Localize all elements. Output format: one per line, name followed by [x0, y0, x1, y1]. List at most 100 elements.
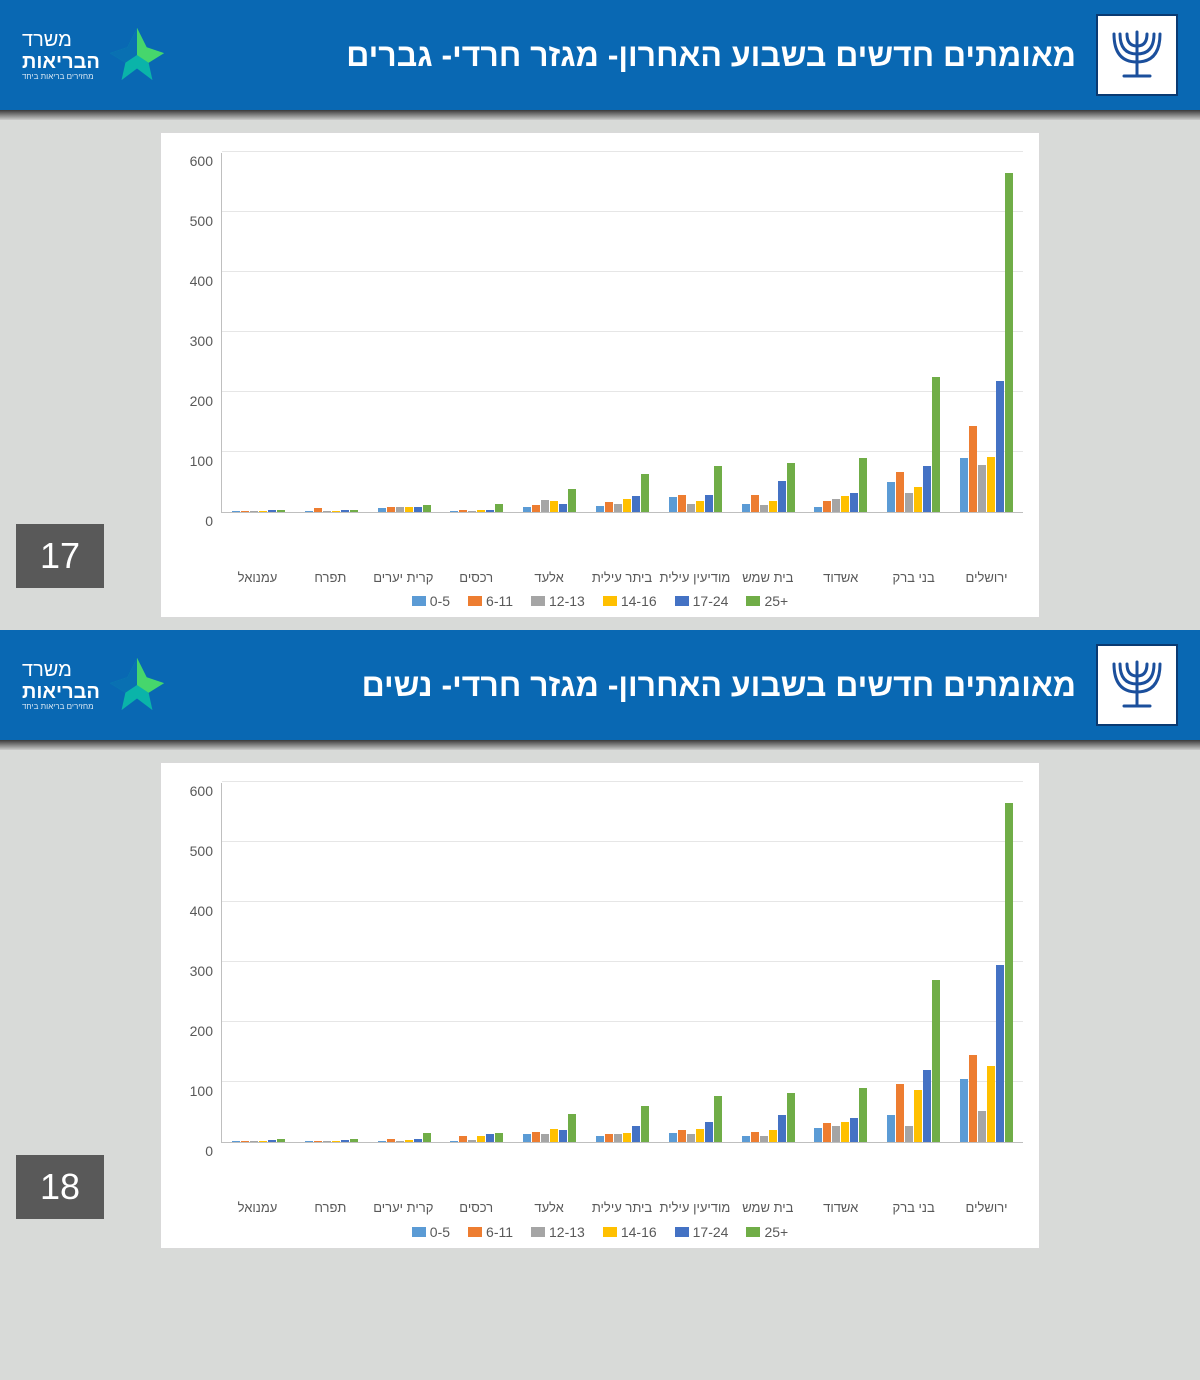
- x-label: רכסים: [440, 1201, 512, 1215]
- bar: [778, 481, 786, 512]
- bar: [378, 508, 386, 512]
- bar: [669, 497, 677, 512]
- bar-group: [303, 153, 360, 512]
- bar-group: [958, 153, 1015, 512]
- bar-group: [448, 783, 505, 1142]
- legend-label: 14-16: [621, 1224, 657, 1240]
- bar: [259, 511, 267, 512]
- x-label: אלעד: [513, 1201, 585, 1215]
- x-label: ביתר עילית: [586, 1201, 658, 1215]
- bar: [477, 510, 485, 512]
- bar: [623, 1133, 631, 1143]
- chart-panel: מאומתים חדשים בשבוע האחרון- מגזר חרדי- נ…: [0, 630, 1200, 1248]
- bar: [477, 1136, 485, 1142]
- bar: [887, 1115, 895, 1142]
- legend-label: 0-5: [430, 593, 450, 609]
- bar: [705, 495, 713, 512]
- bar: [887, 482, 895, 512]
- israel-emblem-icon: [1096, 644, 1178, 726]
- bar: [414, 507, 422, 512]
- ministry-logo: משרד הבריאות מחזירים בריאות ביחד: [22, 26, 166, 84]
- x-label: ירושלים: [951, 571, 1023, 585]
- bar: [896, 1084, 904, 1143]
- legend-swatch: [746, 596, 760, 606]
- bar: [987, 1066, 995, 1143]
- bar: [268, 1140, 276, 1142]
- bar: [769, 1130, 777, 1142]
- ministry-logo-star-icon: [108, 26, 166, 84]
- x-label: מודיעין עילית: [659, 1201, 731, 1215]
- bar: [978, 1111, 986, 1142]
- bar: [978, 465, 986, 512]
- legend-item: 12-13: [531, 593, 585, 609]
- bar: [559, 1130, 567, 1142]
- bar: [760, 505, 768, 512]
- legend-item: 0-5: [412, 1224, 450, 1240]
- bar: [832, 499, 840, 512]
- bar: [450, 1141, 458, 1143]
- legend-swatch: [603, 596, 617, 606]
- logo-line1: משרד: [22, 29, 100, 51]
- bar-group: [594, 153, 651, 512]
- bar: [559, 504, 567, 512]
- bar: [396, 1141, 404, 1143]
- legend-item: 6-11: [468, 1224, 513, 1240]
- legend-item: 12-13: [531, 1224, 585, 1240]
- bar: [632, 496, 640, 512]
- bar: [459, 1136, 467, 1142]
- legend-label: 6-11: [486, 1224, 513, 1240]
- bar: [486, 1134, 494, 1142]
- panel-header: מאומתים חדשים בשבוע האחרון- מגזר חרדי- ג…: [0, 0, 1200, 110]
- y-axis: 0100200300400500600: [177, 153, 221, 513]
- bar-group: [521, 783, 578, 1142]
- bar: [314, 508, 322, 512]
- x-label: בני ברק: [878, 1201, 950, 1215]
- israel-emblem-icon: [1096, 14, 1178, 96]
- logo-line2: הבריאות: [22, 681, 100, 703]
- bar: [495, 504, 503, 512]
- bar: [1005, 173, 1013, 512]
- bar: [277, 1139, 285, 1143]
- bar: [714, 1096, 722, 1143]
- bar: [405, 507, 413, 512]
- bar: [914, 487, 922, 512]
- bar: [468, 1140, 476, 1142]
- bar: [277, 510, 285, 512]
- bar: [305, 1141, 313, 1142]
- x-label: בית שמש: [732, 571, 804, 585]
- bar: [541, 500, 549, 512]
- bar: [687, 1134, 695, 1142]
- bar: [323, 1141, 331, 1142]
- y-tick-label: 600: [190, 153, 213, 169]
- legend-label: 25+: [764, 1224, 788, 1240]
- x-label: תפרח: [294, 1201, 366, 1215]
- legend-item: 17-24: [675, 1224, 729, 1240]
- chart-area: 0100200300400500600: [177, 775, 1023, 1195]
- legend-swatch: [531, 1227, 545, 1237]
- bar: [987, 457, 995, 512]
- bar: [387, 1139, 395, 1143]
- legend-label: 14-16: [621, 593, 657, 609]
- chart-container: 0100200300400500600ירושליםבני ברקאשדודבי…: [160, 132, 1040, 618]
- x-label: אשדוד: [805, 571, 877, 585]
- legend-item: 6-11: [468, 593, 513, 609]
- bar: [405, 1140, 413, 1142]
- bar: [532, 1132, 540, 1143]
- bar: [814, 507, 822, 512]
- bar: [932, 377, 940, 512]
- bar-group: [885, 783, 942, 1142]
- bar: [605, 1134, 613, 1142]
- y-axis: 0100200300400500600: [177, 783, 221, 1143]
- legend-swatch: [675, 1227, 689, 1237]
- x-label: קרית יערים: [367, 571, 439, 585]
- bar: [596, 1136, 604, 1142]
- x-label: אלעד: [513, 571, 585, 585]
- logo-sub: מחזירים בריאות ביחד: [22, 703, 100, 712]
- panel-title: מאומתים חדשים בשבוע האחרון- מגזר חרדי- ג…: [166, 37, 1096, 74]
- logo-line1: משרד: [22, 659, 100, 681]
- bar: [241, 511, 249, 512]
- page-number-badge: 18: [16, 1155, 104, 1219]
- bar: [541, 1134, 549, 1142]
- legend-swatch: [412, 1227, 426, 1237]
- bar: [241, 1141, 249, 1142]
